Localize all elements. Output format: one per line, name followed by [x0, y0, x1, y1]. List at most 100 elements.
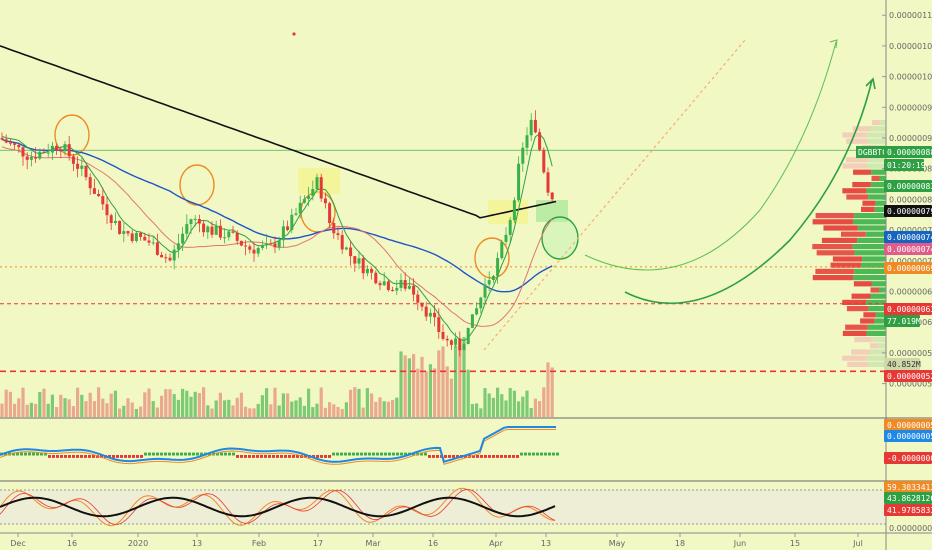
profile-bar-buy — [871, 169, 886, 175]
macd-histogram-bar — [124, 455, 127, 458]
candle-body — [550, 192, 554, 200]
candle-body — [294, 213, 298, 215]
profile-bar-buy — [865, 231, 886, 237]
macd-histogram-bar — [352, 452, 355, 456]
candle-body — [307, 195, 311, 199]
stoch-tag-bg — [884, 492, 932, 504]
volume-bar — [176, 399, 180, 417]
candle-body — [8, 142, 12, 144]
price-tag: 0.00000052 — [887, 372, 932, 381]
candle-body — [286, 226, 290, 230]
time-tick-label: Jun — [733, 539, 747, 548]
volume-bar — [38, 391, 42, 417]
macd-histogram-bar — [304, 455, 307, 458]
profile-bar-sell — [842, 355, 867, 361]
macd-histogram-bar — [156, 452, 159, 456]
stoch-k-line — [0, 487, 556, 527]
volume-bar — [529, 408, 533, 417]
volume-bar — [332, 404, 336, 417]
candle-body — [546, 172, 550, 193]
volume-bar — [193, 391, 197, 417]
profile-bar-sell — [815, 213, 855, 219]
macd-histogram-bar — [244, 455, 247, 458]
macd-histogram-bar — [172, 452, 175, 456]
volume-bar — [454, 345, 458, 417]
macd-histogram-bar — [400, 452, 403, 456]
candle-body — [248, 246, 252, 250]
volume-bar — [206, 405, 210, 417]
candle-body — [189, 219, 193, 225]
candle-body — [17, 144, 21, 148]
macd-histogram-bar — [224, 452, 227, 456]
volume-bar — [168, 389, 172, 417]
symbol-tag: DGBBTC — [858, 148, 887, 157]
profile-bar-sell — [842, 163, 867, 169]
macd-histogram-bar — [128, 455, 131, 458]
price-tick-label: 0.00000095 — [889, 103, 932, 112]
volume-bar — [260, 395, 264, 417]
macd-histogram-bar — [88, 455, 91, 458]
volume-bar — [265, 388, 269, 417]
time-tick-label: Jul — [852, 539, 863, 548]
volume-bar — [244, 406, 248, 417]
macd-histogram-bar — [508, 455, 511, 458]
candle-body — [302, 198, 306, 203]
candle-body — [97, 193, 101, 197]
macd-histogram-bar — [452, 455, 455, 458]
macd-histogram-bar — [48, 455, 51, 458]
candle-body — [466, 327, 470, 345]
volume-bar — [34, 403, 38, 417]
time-tick-label: 16 — [428, 539, 438, 548]
candle-body — [508, 220, 512, 235]
macd-histogram-bar — [480, 455, 483, 458]
candle-body — [416, 294, 420, 303]
volume-bar — [504, 400, 508, 417]
volume-bar — [269, 404, 273, 417]
macd-histogram-bar — [164, 452, 167, 456]
macd-histogram-bar — [232, 452, 235, 456]
marker-dot — [292, 32, 296, 36]
macd-histogram-bar — [388, 452, 391, 456]
profile-bar-buy — [868, 194, 886, 200]
profile-bar-sell — [870, 287, 880, 293]
volume-bar — [84, 401, 88, 417]
volume-bar — [323, 407, 327, 417]
macd-histogram-bar — [344, 452, 347, 456]
volume-bar — [189, 396, 193, 417]
annotations — [54, 32, 876, 351]
volume-bar — [143, 392, 147, 417]
macd-histogram-bar — [256, 455, 259, 458]
profile-bar-sell — [823, 225, 858, 231]
profile-bar-buy — [854, 250, 886, 256]
macd-histogram-bar — [24, 452, 27, 456]
profile-bar-buy — [866, 330, 886, 336]
macd-histogram-bar — [96, 455, 99, 458]
profile-bar-buy — [866, 163, 886, 169]
macd-histogram-bar — [80, 455, 83, 458]
candle-body — [59, 150, 63, 152]
candle-body — [0, 138, 4, 140]
candle-body — [13, 143, 17, 145]
volume-bar — [218, 392, 222, 417]
candle-body — [256, 248, 260, 254]
profile-bar-buy — [868, 138, 886, 144]
volume-bar — [290, 401, 294, 417]
macd-histogram-bar — [144, 452, 147, 456]
profile-bar-buy — [867, 324, 886, 330]
price-tag-bg — [884, 231, 932, 243]
macd-histogram-bar — [292, 455, 295, 458]
candle-body — [517, 163, 521, 201]
time-tick-label: 18 — [675, 539, 685, 548]
volume-bar — [483, 388, 487, 417]
volume-bar — [294, 400, 298, 417]
price-tag: 0.00000074 — [887, 245, 932, 254]
macd-histogram-bar — [260, 455, 263, 458]
macd-histogram-bar — [228, 452, 231, 456]
price-tag: 0.00000069 — [887, 264, 932, 273]
macd-histogram-bar — [424, 452, 427, 456]
candle-body — [88, 177, 92, 189]
macd-histogram-bar — [148, 452, 151, 456]
